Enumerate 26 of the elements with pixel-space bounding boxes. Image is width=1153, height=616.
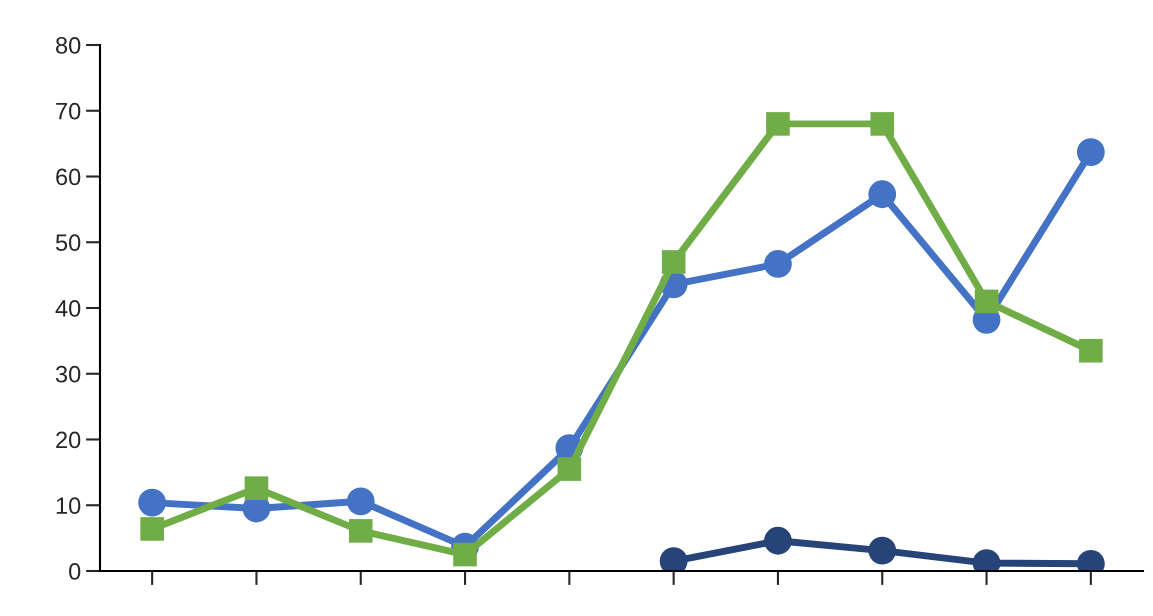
y-tick-label: 0 [69,563,81,580]
point [557,457,582,481]
y-tick-label: 80 [56,37,81,54]
y-tick-label: 30 [55,365,81,383]
point [974,289,999,314]
point [346,487,375,516]
point [870,112,895,136]
y-tick-label: 70 [56,102,81,120]
point [764,526,792,555]
point [868,536,897,565]
point [868,180,897,209]
point [1079,338,1103,363]
y-tick-label: 20 [56,431,81,449]
point [138,488,167,517]
y-tick-label: 10 [56,497,81,515]
point [140,517,164,541]
y-tick-label: 50 [55,234,81,252]
point [1076,138,1105,167]
point [453,542,477,567]
point [766,112,790,136]
point [348,519,373,543]
y-tick-label: 60 [56,168,81,186]
point [661,250,686,274]
y-tick-label: 40 [55,300,81,317]
point [244,476,269,500]
point [764,250,792,278]
